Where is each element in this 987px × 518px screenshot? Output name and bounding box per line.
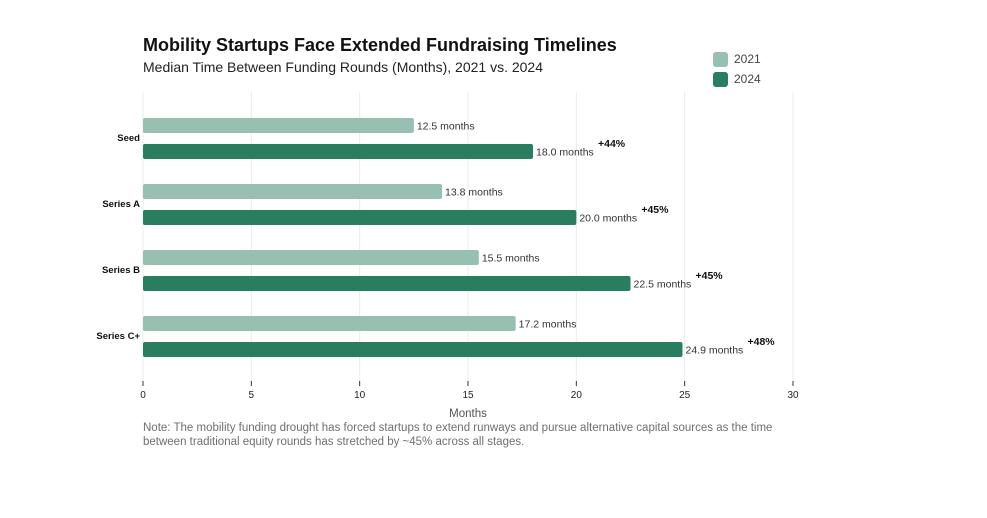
- legend-item-2024[interactable]: 2024: [713, 71, 761, 87]
- category-label: Seed: [117, 133, 140, 144]
- x-axis-label: Months: [449, 408, 487, 420]
- bar-2024: [143, 276, 631, 291]
- category-label: Series B: [102, 265, 140, 276]
- legend-swatch-2021: [713, 51, 728, 67]
- change-annotation: +45%: [641, 204, 669, 216]
- bar-value-label: 15.5 months: [482, 253, 540, 265]
- legend-item-2021[interactable]: 2021: [713, 51, 761, 67]
- bar-value-label: 17.2 months: [519, 319, 577, 331]
- category-label: Series A: [102, 199, 140, 210]
- bar-2021: [143, 250, 479, 265]
- x-tick-label: 20: [571, 390, 583, 401]
- bar-value-label: 18.0 months: [536, 147, 594, 159]
- bar-2021: [143, 184, 442, 199]
- bar-value-label: 24.9 months: [686, 345, 744, 357]
- bar-value-label: 13.8 months: [445, 187, 503, 199]
- x-tick-label: 10: [354, 390, 366, 401]
- x-tick-label: 0: [140, 390, 146, 401]
- bar-value-label: 20.0 months: [579, 213, 637, 225]
- bar-value-label: 12.5 months: [417, 121, 475, 133]
- legend-swatch-2024: [713, 71, 728, 87]
- x-tick-label: 30: [787, 390, 799, 401]
- bar-2021: [143, 118, 414, 133]
- bar-value-label: 22.5 months: [634, 279, 692, 291]
- x-tick-label: 5: [249, 390, 255, 401]
- x-tick-label: 15: [462, 390, 474, 401]
- bar-2024: [143, 342, 683, 357]
- legend-label-2024: 2024: [734, 72, 761, 86]
- x-tick-label: 25: [679, 390, 691, 401]
- bar-2021: [143, 316, 516, 331]
- chart-subtitle: Median Time Between Funding Rounds (Mont…: [143, 59, 544, 75]
- legend-label-2021: 2021: [734, 52, 761, 66]
- legend: 2021 2024: [713, 51, 761, 91]
- chart-title: Mobility Startups Face Extended Fundrais…: [143, 35, 617, 55]
- change-annotation: +45%: [696, 270, 724, 282]
- bar-2024: [143, 144, 533, 159]
- change-annotation: +44%: [598, 138, 626, 150]
- category-label: Series C+: [96, 331, 140, 342]
- bar-2024: [143, 210, 577, 225]
- change-annotation: +48%: [748, 336, 776, 348]
- chart-note: Note: The mobility funding drought has f…: [143, 422, 773, 448]
